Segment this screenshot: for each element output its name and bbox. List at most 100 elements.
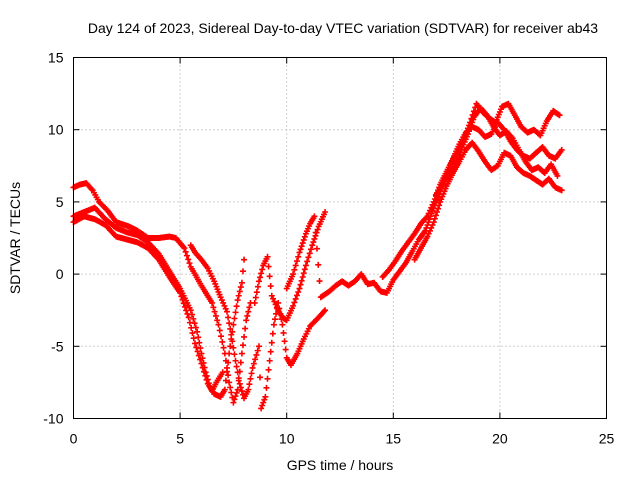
data-point xyxy=(233,303,240,310)
data-point xyxy=(222,377,229,384)
data-point xyxy=(231,396,238,403)
axis-ticks xyxy=(73,57,607,419)
data-point xyxy=(280,329,287,336)
data-point xyxy=(290,302,297,309)
x-tick-label: 0 xyxy=(70,431,78,447)
data-point xyxy=(230,321,237,328)
data-point xyxy=(242,325,249,332)
data-point xyxy=(302,262,309,269)
data-point xyxy=(203,376,210,383)
data-point xyxy=(252,356,259,363)
data-point xyxy=(469,119,476,126)
data-point xyxy=(309,242,316,249)
data-point xyxy=(558,146,565,153)
data-point xyxy=(238,350,245,357)
data-point xyxy=(182,248,189,255)
data-point xyxy=(237,384,244,391)
data-point xyxy=(212,312,219,319)
data-point xyxy=(245,386,252,393)
data-point xyxy=(202,372,209,379)
series-track-5 xyxy=(251,209,329,324)
data-point xyxy=(250,360,257,367)
data-point xyxy=(424,222,431,229)
data-point xyxy=(293,292,300,299)
data-point xyxy=(252,294,259,301)
data-point xyxy=(298,243,305,250)
data-point xyxy=(224,308,231,315)
data-point xyxy=(216,327,223,334)
plot-frame xyxy=(73,57,607,419)
y-tick-label: 10 xyxy=(48,122,64,138)
data-point xyxy=(312,229,319,236)
data-point xyxy=(558,187,565,194)
data-point xyxy=(431,196,438,203)
data-point xyxy=(179,296,186,303)
data-point xyxy=(255,278,262,285)
data-point xyxy=(221,350,228,357)
data-point xyxy=(236,380,243,387)
data-point xyxy=(178,293,185,300)
data-point xyxy=(214,317,221,324)
data-point xyxy=(435,205,442,212)
data-point xyxy=(322,307,329,314)
data-point xyxy=(296,249,303,256)
data-point xyxy=(265,366,272,373)
data-point xyxy=(262,393,269,400)
x-tick-label: 20 xyxy=(492,431,508,447)
data-point xyxy=(254,347,261,354)
data-point xyxy=(257,374,264,381)
data-point xyxy=(261,396,268,403)
tick-labels: 0 5 10 15 20 25 -10 -5 0 5 10 15 xyxy=(43,50,614,447)
data-point xyxy=(281,338,288,345)
data-point xyxy=(425,219,432,226)
data-point xyxy=(266,273,273,280)
data-point xyxy=(311,235,318,242)
data-point xyxy=(464,131,471,138)
data-point xyxy=(188,324,195,331)
data-points xyxy=(70,100,565,412)
data-point xyxy=(300,270,307,277)
data-point xyxy=(431,215,438,222)
data-point xyxy=(301,233,308,240)
data-point xyxy=(225,372,232,379)
data-point xyxy=(297,281,304,288)
data-point xyxy=(192,340,199,347)
series-track-3 xyxy=(70,180,254,406)
data-point xyxy=(316,278,323,285)
data-point xyxy=(308,246,315,253)
data-point xyxy=(235,292,242,299)
data-point xyxy=(218,333,225,340)
data-point xyxy=(193,344,200,351)
data-point xyxy=(254,283,261,290)
data-point xyxy=(185,314,192,321)
data-point xyxy=(225,314,232,321)
data-point xyxy=(194,328,201,335)
data-point xyxy=(238,388,245,395)
data-point xyxy=(260,399,267,406)
data-point xyxy=(246,304,253,311)
data-point xyxy=(432,212,439,219)
data-point xyxy=(269,330,276,337)
data-point xyxy=(194,348,201,355)
data-point xyxy=(234,386,241,393)
data-point xyxy=(232,393,239,400)
data-point xyxy=(259,266,266,273)
data-point xyxy=(231,315,238,322)
y-tick-label: -5 xyxy=(51,338,64,354)
data-point xyxy=(246,381,253,388)
data-point xyxy=(271,316,278,323)
data-point xyxy=(305,254,312,261)
data-point xyxy=(311,213,318,220)
data-point xyxy=(295,289,302,296)
x-axis-label: GPS time / hours xyxy=(287,457,394,473)
data-point xyxy=(556,112,563,119)
data-point xyxy=(229,338,236,345)
data-point xyxy=(264,253,271,260)
data-point xyxy=(430,219,437,226)
data-point xyxy=(190,335,197,342)
data-point xyxy=(300,236,307,243)
data-point xyxy=(238,279,245,286)
data-point xyxy=(211,308,218,315)
data-point xyxy=(186,319,193,326)
